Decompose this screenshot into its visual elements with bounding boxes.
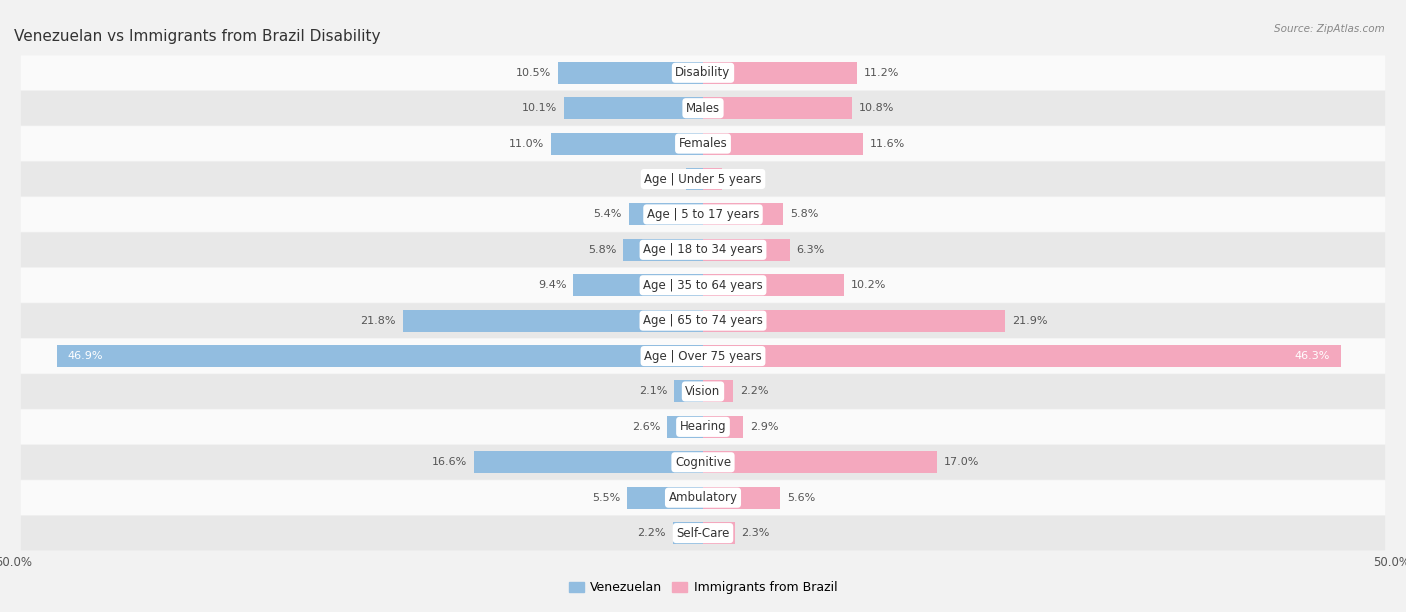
Text: Self-Care: Self-Care [676, 526, 730, 540]
Text: 1.2%: 1.2% [651, 174, 679, 184]
Bar [703, 168, 723, 190]
Text: 17.0%: 17.0% [945, 457, 980, 468]
Bar [673, 381, 703, 403]
Text: 46.9%: 46.9% [67, 351, 103, 361]
FancyBboxPatch shape [21, 56, 1385, 90]
FancyBboxPatch shape [21, 338, 1385, 373]
Text: 21.8%: 21.8% [360, 316, 395, 326]
Text: 11.0%: 11.0% [509, 138, 544, 149]
Bar [703, 522, 735, 544]
FancyBboxPatch shape [21, 409, 1385, 444]
Bar [703, 133, 863, 155]
Text: Source: ZipAtlas.com: Source: ZipAtlas.com [1274, 24, 1385, 34]
Bar [703, 381, 734, 403]
FancyBboxPatch shape [21, 374, 1385, 409]
Bar [703, 274, 844, 296]
Text: 11.2%: 11.2% [865, 68, 900, 78]
FancyBboxPatch shape [21, 197, 1385, 232]
FancyBboxPatch shape [21, 304, 1385, 338]
Bar [686, 168, 703, 190]
Text: 2.3%: 2.3% [741, 528, 770, 538]
FancyBboxPatch shape [21, 445, 1385, 480]
Text: Venezuelan vs Immigrants from Brazil Disability: Venezuelan vs Immigrants from Brazil Dis… [14, 29, 381, 44]
FancyBboxPatch shape [21, 516, 1385, 550]
FancyBboxPatch shape [21, 91, 1385, 125]
Bar [703, 97, 852, 119]
FancyBboxPatch shape [21, 480, 1385, 515]
Text: Age | Over 75 years: Age | Over 75 years [644, 349, 762, 362]
Bar [402, 310, 703, 332]
Text: 2.1%: 2.1% [638, 386, 668, 397]
Bar [628, 203, 703, 225]
FancyBboxPatch shape [21, 126, 1385, 161]
Text: 2.2%: 2.2% [637, 528, 666, 538]
Text: Age | 35 to 64 years: Age | 35 to 64 years [643, 278, 763, 292]
Text: 11.6%: 11.6% [870, 138, 905, 149]
Text: Hearing: Hearing [679, 420, 727, 433]
Text: 2.2%: 2.2% [740, 386, 769, 397]
Bar [564, 97, 703, 119]
FancyBboxPatch shape [21, 162, 1385, 196]
Text: 5.4%: 5.4% [593, 209, 621, 220]
Bar [627, 487, 703, 509]
Text: 5.6%: 5.6% [787, 493, 815, 502]
Text: Ambulatory: Ambulatory [668, 491, 738, 504]
Text: Age | Under 5 years: Age | Under 5 years [644, 173, 762, 185]
Text: 6.3%: 6.3% [797, 245, 825, 255]
Text: 2.9%: 2.9% [749, 422, 779, 432]
Text: 46.3%: 46.3% [1295, 351, 1330, 361]
Text: 2.6%: 2.6% [631, 422, 661, 432]
Bar [672, 522, 703, 544]
Bar [703, 451, 938, 473]
Text: 5.5%: 5.5% [592, 493, 620, 502]
Bar [551, 133, 703, 155]
Text: 10.1%: 10.1% [522, 103, 557, 113]
Bar [703, 239, 790, 261]
Legend: Venezuelan, Immigrants from Brazil: Venezuelan, Immigrants from Brazil [564, 576, 842, 599]
Text: 10.8%: 10.8% [859, 103, 894, 113]
Bar [56, 345, 703, 367]
Bar [474, 451, 703, 473]
Bar [703, 416, 742, 438]
Bar [703, 62, 858, 84]
Text: Age | 18 to 34 years: Age | 18 to 34 years [643, 244, 763, 256]
Text: Age | 5 to 17 years: Age | 5 to 17 years [647, 208, 759, 221]
Text: 1.4%: 1.4% [730, 174, 758, 184]
Text: 10.5%: 10.5% [516, 68, 551, 78]
Bar [574, 274, 703, 296]
Bar [668, 416, 703, 438]
Bar [703, 345, 1341, 367]
Text: Females: Females [679, 137, 727, 150]
Text: Males: Males [686, 102, 720, 114]
Text: 21.9%: 21.9% [1012, 316, 1047, 326]
Bar [703, 310, 1005, 332]
Bar [703, 487, 780, 509]
Bar [703, 203, 783, 225]
Text: Disability: Disability [675, 66, 731, 80]
Text: Age | 65 to 74 years: Age | 65 to 74 years [643, 314, 763, 327]
Text: 16.6%: 16.6% [432, 457, 467, 468]
Text: 5.8%: 5.8% [790, 209, 818, 220]
Text: 5.8%: 5.8% [588, 245, 616, 255]
Text: 10.2%: 10.2% [851, 280, 886, 290]
Text: Cognitive: Cognitive [675, 456, 731, 469]
FancyBboxPatch shape [21, 268, 1385, 302]
Text: Vision: Vision [685, 385, 721, 398]
FancyBboxPatch shape [21, 233, 1385, 267]
Bar [623, 239, 703, 261]
Bar [558, 62, 703, 84]
Text: 9.4%: 9.4% [538, 280, 567, 290]
